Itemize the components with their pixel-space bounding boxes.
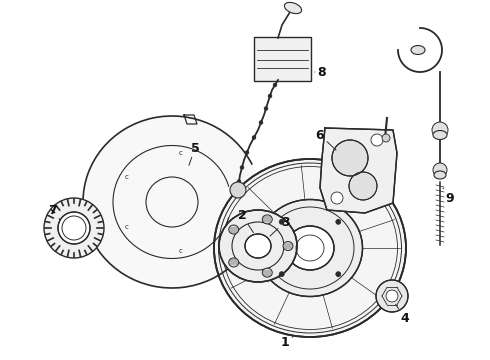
Circle shape <box>273 83 277 87</box>
Text: c: c <box>125 174 129 180</box>
Ellipse shape <box>434 171 446 179</box>
Ellipse shape <box>262 215 272 224</box>
Circle shape <box>44 198 104 258</box>
Circle shape <box>259 121 263 125</box>
Circle shape <box>237 180 241 184</box>
Ellipse shape <box>214 159 406 337</box>
Circle shape <box>268 94 272 98</box>
Ellipse shape <box>262 268 272 277</box>
Circle shape <box>279 219 284 224</box>
Ellipse shape <box>286 226 334 270</box>
Circle shape <box>386 290 398 302</box>
Ellipse shape <box>229 258 239 267</box>
Circle shape <box>62 216 86 240</box>
Circle shape <box>245 150 249 154</box>
FancyBboxPatch shape <box>254 37 311 81</box>
Circle shape <box>376 280 408 312</box>
Circle shape <box>240 166 244 170</box>
Ellipse shape <box>284 3 302 14</box>
Circle shape <box>331 192 343 204</box>
Text: 4: 4 <box>395 304 409 324</box>
Polygon shape <box>320 128 397 213</box>
Ellipse shape <box>219 210 297 282</box>
Circle shape <box>336 272 341 277</box>
Circle shape <box>252 135 256 140</box>
Ellipse shape <box>283 242 293 251</box>
Circle shape <box>371 134 383 146</box>
Circle shape <box>58 212 90 244</box>
Text: 7: 7 <box>48 203 60 220</box>
Ellipse shape <box>229 225 239 234</box>
Circle shape <box>230 182 246 198</box>
Text: 9: 9 <box>443 188 454 204</box>
Circle shape <box>264 107 268 111</box>
Ellipse shape <box>411 45 425 54</box>
Ellipse shape <box>258 199 363 297</box>
Text: 3: 3 <box>270 216 289 236</box>
Text: c: c <box>179 150 183 156</box>
Text: 6: 6 <box>316 129 336 150</box>
Circle shape <box>336 219 341 224</box>
Circle shape <box>279 272 284 277</box>
Circle shape <box>349 172 377 200</box>
Text: c: c <box>125 224 129 230</box>
Text: 8: 8 <box>315 66 326 78</box>
Ellipse shape <box>245 234 271 258</box>
Ellipse shape <box>83 116 261 288</box>
Circle shape <box>433 163 447 177</box>
Ellipse shape <box>433 131 447 140</box>
Text: 2: 2 <box>238 208 253 233</box>
Circle shape <box>432 122 448 138</box>
Circle shape <box>382 134 390 142</box>
Text: c: c <box>179 248 183 254</box>
Text: 5: 5 <box>189 141 199 165</box>
Text: 1: 1 <box>281 337 293 350</box>
Circle shape <box>332 140 368 176</box>
